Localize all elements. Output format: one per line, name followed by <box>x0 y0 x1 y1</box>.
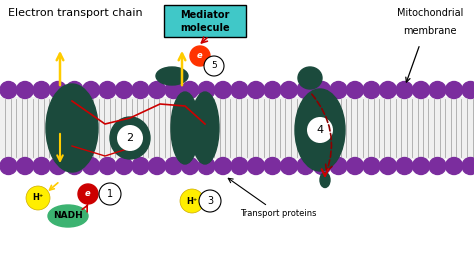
Circle shape <box>0 81 17 98</box>
Circle shape <box>281 81 298 98</box>
Circle shape <box>396 157 413 174</box>
Circle shape <box>33 157 50 174</box>
Circle shape <box>215 81 231 98</box>
Circle shape <box>412 157 429 174</box>
Circle shape <box>330 81 347 98</box>
Circle shape <box>99 157 116 174</box>
Text: Electron transport chain: Electron transport chain <box>8 8 143 18</box>
Text: 4: 4 <box>317 125 324 135</box>
Ellipse shape <box>171 92 199 164</box>
Circle shape <box>82 81 100 98</box>
Text: 5: 5 <box>211 61 217 70</box>
Circle shape <box>117 125 143 151</box>
Circle shape <box>204 56 224 76</box>
Ellipse shape <box>298 67 322 89</box>
Circle shape <box>66 157 83 174</box>
Circle shape <box>148 81 165 98</box>
Ellipse shape <box>156 67 188 85</box>
Circle shape <box>182 81 199 98</box>
Circle shape <box>148 157 165 174</box>
Circle shape <box>281 157 298 174</box>
Circle shape <box>17 81 34 98</box>
Circle shape <box>182 157 199 174</box>
Circle shape <box>380 157 396 174</box>
Circle shape <box>116 157 133 174</box>
Circle shape <box>49 157 66 174</box>
Circle shape <box>190 46 210 66</box>
Text: 2: 2 <box>127 133 134 143</box>
Ellipse shape <box>48 205 88 227</box>
Circle shape <box>78 184 98 204</box>
Circle shape <box>380 81 396 98</box>
Circle shape <box>49 81 66 98</box>
Bar <box>0 97 474 159</box>
Circle shape <box>247 81 264 98</box>
Text: Transport proteins: Transport proteins <box>228 178 317 218</box>
Ellipse shape <box>191 92 219 164</box>
Circle shape <box>307 117 333 143</box>
Text: H⁺: H⁺ <box>32 193 44 202</box>
Circle shape <box>429 157 446 174</box>
Circle shape <box>33 81 50 98</box>
Text: Mediator: Mediator <box>180 10 230 20</box>
Circle shape <box>363 81 380 98</box>
Circle shape <box>346 81 364 98</box>
Circle shape <box>231 157 248 174</box>
Circle shape <box>26 186 50 210</box>
Circle shape <box>198 81 215 98</box>
Circle shape <box>462 157 474 174</box>
Text: 3: 3 <box>207 196 213 206</box>
Circle shape <box>180 189 204 213</box>
Circle shape <box>330 157 347 174</box>
Circle shape <box>446 81 463 98</box>
Text: membrane: membrane <box>403 26 457 36</box>
Circle shape <box>297 81 314 98</box>
Text: NADH: NADH <box>53 211 83 221</box>
Circle shape <box>429 81 446 98</box>
Text: molecule: molecule <box>180 23 230 33</box>
Circle shape <box>165 81 182 98</box>
Text: 1: 1 <box>107 189 113 199</box>
Circle shape <box>247 157 264 174</box>
Circle shape <box>132 157 149 174</box>
Text: e: e <box>197 52 203 60</box>
Circle shape <box>17 157 34 174</box>
Text: Mitochondrial: Mitochondrial <box>397 8 463 18</box>
Circle shape <box>66 81 83 98</box>
Circle shape <box>99 81 116 98</box>
Ellipse shape <box>320 172 330 188</box>
Circle shape <box>446 157 463 174</box>
Circle shape <box>363 157 380 174</box>
Circle shape <box>313 157 330 174</box>
Circle shape <box>199 190 221 212</box>
Circle shape <box>297 157 314 174</box>
Ellipse shape <box>46 84 98 172</box>
Circle shape <box>215 157 231 174</box>
Circle shape <box>264 157 281 174</box>
Circle shape <box>264 81 281 98</box>
Text: H⁺: H⁺ <box>186 197 198 206</box>
Text: e: e <box>85 189 91 198</box>
Circle shape <box>82 157 100 174</box>
Circle shape <box>396 81 413 98</box>
Circle shape <box>116 81 133 98</box>
Circle shape <box>132 81 149 98</box>
FancyArrowPatch shape <box>312 94 332 172</box>
Circle shape <box>231 81 248 98</box>
Ellipse shape <box>295 89 345 171</box>
Circle shape <box>346 157 364 174</box>
Circle shape <box>99 183 121 205</box>
Circle shape <box>412 81 429 98</box>
Circle shape <box>0 157 17 174</box>
Ellipse shape <box>110 117 150 159</box>
FancyBboxPatch shape <box>164 5 246 37</box>
Circle shape <box>313 81 330 98</box>
Circle shape <box>198 157 215 174</box>
Circle shape <box>462 81 474 98</box>
Circle shape <box>165 157 182 174</box>
